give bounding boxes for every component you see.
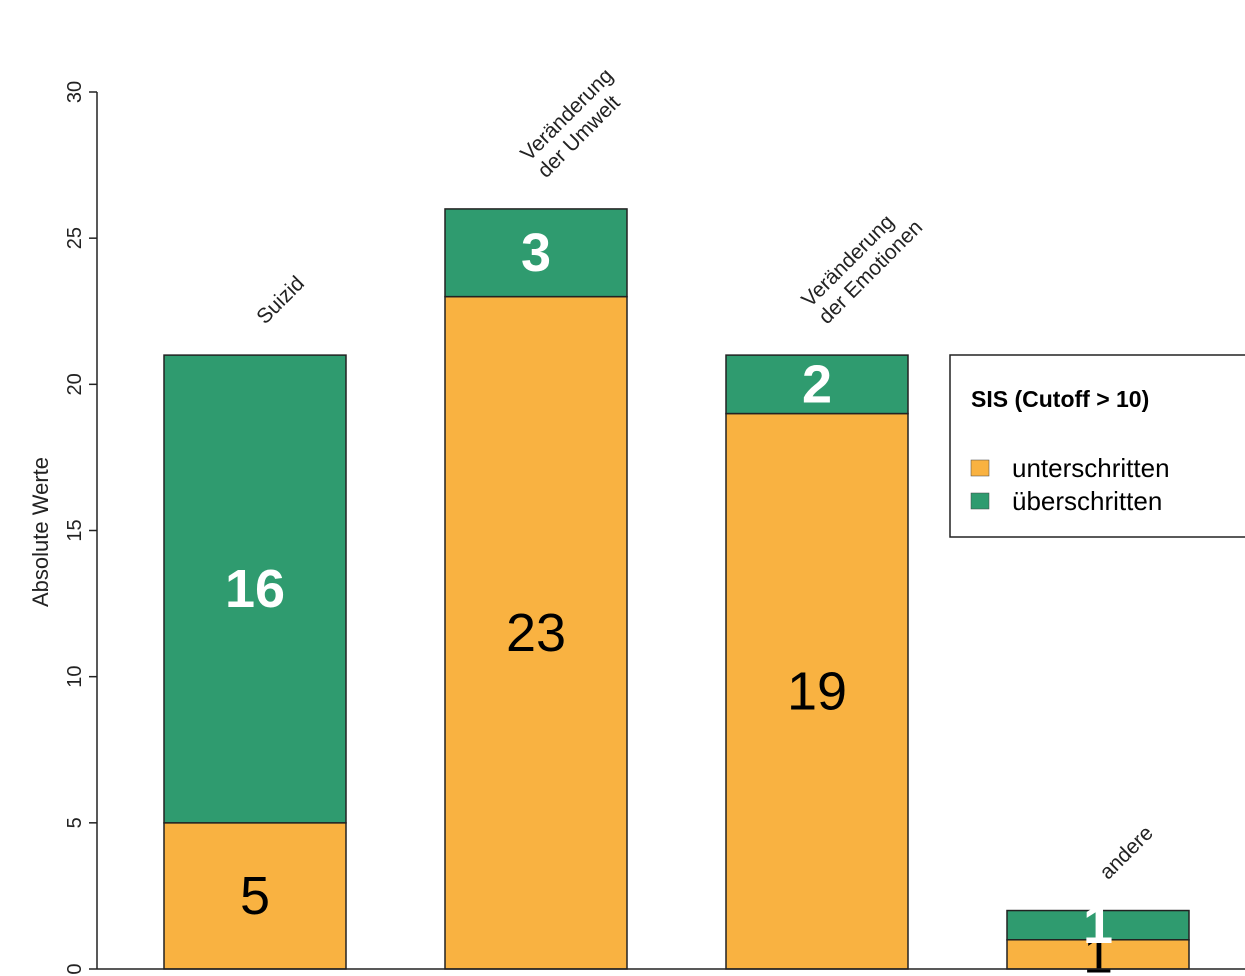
bar-segment-unterschritten bbox=[163, 822, 347, 970]
y-tick-label: 30 bbox=[64, 81, 86, 103]
legend-swatch bbox=[970, 492, 990, 510]
category-label-line: Suizid bbox=[252, 272, 309, 329]
y-tick-label: 20 bbox=[64, 373, 86, 395]
bar-segment-ueberschritten bbox=[163, 354, 347, 824]
category-label: Suizid bbox=[252, 272, 309, 329]
y-tick-label: 0 bbox=[64, 963, 86, 974]
y-tick-label: 25 bbox=[64, 227, 86, 249]
bar-segment-ueberschritten bbox=[725, 354, 909, 415]
bar-segment-unterschritten bbox=[444, 295, 628, 970]
y-axis-label: Absolute Werte bbox=[28, 457, 53, 607]
y-tick-label: 5 bbox=[64, 817, 86, 828]
category-label-line: andere bbox=[1095, 822, 1158, 885]
bar-segment-unterschritten bbox=[725, 412, 909, 970]
y-axis: 0 5 10 15 20 25 30 bbox=[64, 81, 98, 975]
y-tick-label: 15 bbox=[64, 519, 86, 541]
data-label: 3 bbox=[521, 223, 551, 283]
data-label: 1 bbox=[1083, 895, 1113, 955]
legend-label: überschritten bbox=[1012, 486, 1162, 516]
y-tick-label: 10 bbox=[64, 666, 86, 688]
legend-box bbox=[949, 354, 1245, 538]
legend-label: unterschritten bbox=[1012, 453, 1170, 483]
legend-title: SIS (Cutoff > 10) bbox=[971, 386, 1149, 412]
data-label: 19 bbox=[787, 661, 847, 721]
legend-swatch bbox=[970, 459, 990, 477]
category-label: andere bbox=[1095, 822, 1158, 885]
data-label: 16 bbox=[225, 559, 285, 619]
data-label: 23 bbox=[506, 603, 566, 663]
data-label: 2 bbox=[802, 354, 832, 414]
bar-segment-ueberschritten bbox=[1006, 909, 1190, 941]
bar-segment-ueberschritten bbox=[444, 208, 628, 298]
legend: SIS (Cutoff > 10) unterschrittenüberschr… bbox=[949, 354, 1245, 538]
data-label: 5 bbox=[240, 866, 270, 926]
